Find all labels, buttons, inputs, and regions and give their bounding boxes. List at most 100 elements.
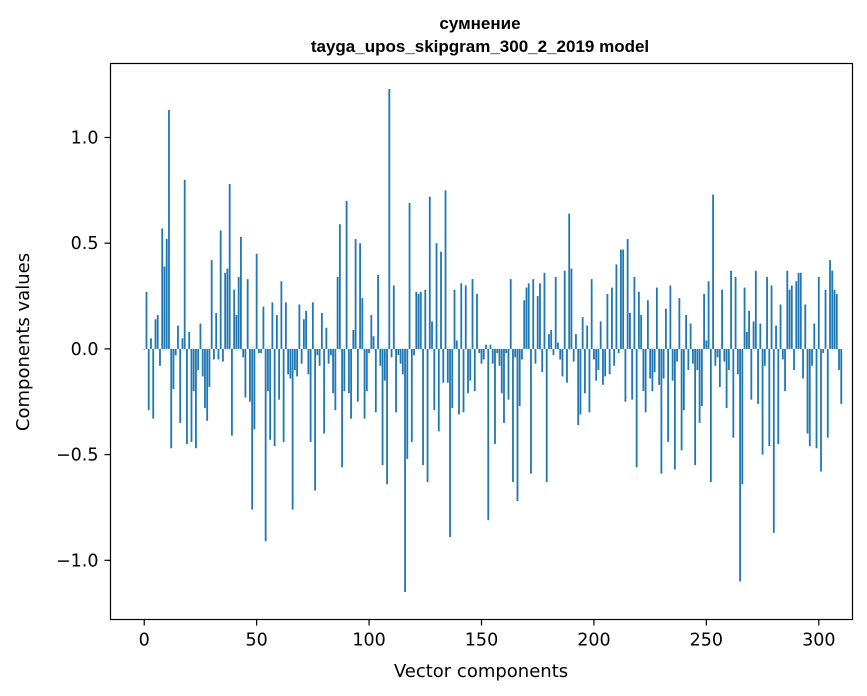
bar-103 bbox=[374, 348, 377, 413]
bar-196 bbox=[584, 348, 586, 394]
bar-291 bbox=[797, 272, 800, 349]
bar-164 bbox=[512, 348, 514, 483]
bar-38 bbox=[228, 184, 231, 349]
bar-201 bbox=[595, 348, 598, 381]
bar-154 bbox=[489, 344, 492, 349]
bar-98 bbox=[363, 348, 366, 419]
bar-0 bbox=[143, 348, 146, 350]
bar-180 bbox=[548, 334, 550, 349]
bar-130 bbox=[435, 243, 438, 349]
bar-210 bbox=[615, 264, 618, 349]
bar-69 bbox=[298, 304, 301, 349]
bar-49 bbox=[253, 348, 256, 430]
bar-43 bbox=[240, 236, 242, 349]
bar-289 bbox=[793, 348, 795, 371]
bar-264 bbox=[736, 348, 739, 375]
bar-250 bbox=[705, 340, 708, 349]
bar-23 bbox=[195, 348, 197, 449]
bar-270 bbox=[750, 348, 753, 400]
bar-216 bbox=[629, 312, 631, 349]
bar-20 bbox=[188, 331, 191, 349]
bar-74 bbox=[309, 348, 312, 442]
bar-191 bbox=[572, 348, 575, 362]
bar-85 bbox=[334, 348, 337, 411]
y-tick-label: 0.5 bbox=[71, 234, 99, 254]
bar-214 bbox=[624, 348, 627, 402]
bar-59 bbox=[275, 315, 278, 349]
bar-188 bbox=[566, 348, 568, 383]
bar-48 bbox=[251, 348, 254, 510]
bar-92 bbox=[350, 348, 352, 419]
bar-231 bbox=[662, 348, 665, 379]
bar-243 bbox=[689, 323, 692, 349]
bar-227 bbox=[653, 348, 656, 373]
bar-308 bbox=[835, 293, 838, 349]
bar-261 bbox=[730, 270, 732, 349]
bar-249 bbox=[703, 293, 705, 349]
bar-15 bbox=[177, 325, 179, 349]
bar-7 bbox=[159, 348, 161, 366]
bar-68 bbox=[296, 348, 299, 377]
bar-194 bbox=[579, 348, 582, 415]
chart-title-line2: tayga_upos_skipgram_300_2_2019 model bbox=[311, 37, 649, 56]
bar-77 bbox=[316, 348, 319, 356]
bar-184 bbox=[557, 342, 559, 349]
bar-111 bbox=[392, 285, 395, 349]
x-axis-label: Vector components bbox=[394, 661, 568, 682]
bar-73 bbox=[307, 348, 310, 375]
bar-246 bbox=[696, 348, 699, 371]
bar-266 bbox=[741, 348, 744, 485]
bar-252 bbox=[709, 348, 712, 483]
bar-46 bbox=[246, 279, 249, 349]
bar-304 bbox=[826, 348, 829, 438]
x-axis-ticks: 0 50 100 150 200 250 300 bbox=[139, 619, 835, 651]
bar-29 bbox=[208, 348, 211, 387]
bar-47 bbox=[249, 348, 251, 402]
bar-129 bbox=[433, 348, 436, 411]
bar-185 bbox=[559, 348, 562, 360]
bar-58 bbox=[273, 348, 276, 447]
bar-171 bbox=[527, 283, 530, 349]
bar-44 bbox=[242, 348, 245, 358]
bar-268 bbox=[745, 331, 748, 349]
bar-193 bbox=[577, 348, 580, 426]
bar-296 bbox=[808, 348, 811, 447]
bar-161 bbox=[505, 348, 508, 354]
bar-109 bbox=[388, 88, 391, 349]
bar-307 bbox=[833, 289, 836, 349]
x-tick-label: 200 bbox=[577, 631, 610, 651]
bar-31 bbox=[213, 348, 215, 360]
bar-163 bbox=[509, 279, 512, 349]
bar-9 bbox=[163, 266, 166, 349]
bar-170 bbox=[525, 287, 528, 349]
bar-263 bbox=[734, 277, 737, 349]
bar-101 bbox=[370, 315, 373, 349]
bar-176 bbox=[539, 283, 541, 349]
bar-253 bbox=[712, 194, 714, 349]
bar-217 bbox=[631, 348, 634, 400]
bar-303 bbox=[824, 289, 827, 349]
bar-95 bbox=[356, 348, 359, 402]
bar-241 bbox=[685, 315, 688, 349]
bar-300 bbox=[817, 277, 820, 349]
bar-254 bbox=[714, 348, 717, 366]
bar-234 bbox=[669, 285, 672, 349]
bar-19 bbox=[186, 348, 188, 445]
bar-294 bbox=[804, 304, 807, 349]
bar-152 bbox=[485, 344, 487, 349]
bar-14 bbox=[174, 348, 177, 356]
bar-1 bbox=[145, 291, 148, 349]
x-tick-label: 300 bbox=[802, 631, 835, 651]
bar-187 bbox=[563, 270, 566, 349]
bar-290 bbox=[795, 281, 798, 349]
bar-4 bbox=[152, 348, 155, 419]
bar-220 bbox=[637, 291, 640, 349]
bar-70 bbox=[300, 348, 303, 364]
bar-179 bbox=[545, 348, 548, 483]
bar-276 bbox=[763, 348, 766, 366]
bar-65 bbox=[289, 348, 292, 379]
bar-84 bbox=[332, 348, 334, 394]
bar-5 bbox=[154, 319, 157, 349]
bar-138 bbox=[453, 289, 456, 349]
